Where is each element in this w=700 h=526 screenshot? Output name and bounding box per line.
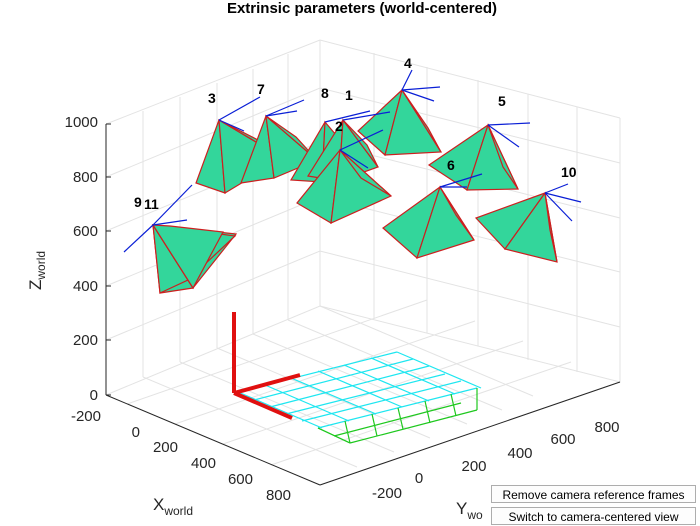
camera-4 <box>357 88 443 157</box>
camera-2 <box>296 147 393 224</box>
camera-label: 9 <box>134 194 142 210</box>
figure-title: Extrinsic parameters (world-centered) <box>227 0 497 17</box>
y-tick-label: 400 <box>507 445 532 462</box>
camera-pyramids <box>151 88 558 294</box>
calibration-pattern <box>237 351 482 444</box>
y-tick-label: 600 <box>550 431 575 448</box>
camera-label: 1 <box>345 87 353 103</box>
camera-reference-frames <box>123 69 582 253</box>
camera-label: 8 <box>321 85 329 101</box>
camera-label: 5 <box>498 93 506 109</box>
camera-5 <box>427 123 519 191</box>
x-tick-label: 400 <box>191 455 216 472</box>
x-tick-label: 800 <box>266 487 291 504</box>
axis-lines <box>105 124 621 486</box>
camera-6 <box>382 185 475 260</box>
camera-labels: 3 7 8 1 4 2 5 6 10 9 11 <box>134 55 577 212</box>
camera-9-11 <box>151 224 238 294</box>
z-tick-label: 800 <box>73 169 98 186</box>
camera-label: 2 <box>335 118 343 134</box>
z-axis-ticks: 0 200 400 600 800 1000 <box>65 114 98 404</box>
z-tick-label: 200 <box>73 332 98 349</box>
z-tick-label: 600 <box>73 223 98 240</box>
camera-label: 4 <box>404 55 412 71</box>
camera-label: 3 <box>208 90 216 106</box>
z-tick-label: 0 <box>90 387 98 404</box>
z-tick-label: 400 <box>73 278 98 295</box>
svg-text:Zworld: Zworld <box>26 251 48 290</box>
world-reference-axes <box>232 312 301 420</box>
camera-label: 10 <box>561 164 577 180</box>
switch-camera-view-button[interactable]: Switch to camera-centered view <box>491 507 696 525</box>
y-tick-label: 800 <box>594 419 619 436</box>
y-tick-label: -200 <box>372 485 402 502</box>
x-axis-label: Xworld <box>153 495 193 518</box>
y-axis-label: Ywo <box>456 499 483 522</box>
y-tick-label: 0 <box>415 470 423 487</box>
camera-10 <box>474 191 558 263</box>
remove-camera-frames-button[interactable]: Remove camera reference frames <box>491 485 696 503</box>
x-tick-label: 600 <box>228 471 253 488</box>
z-tick-label: 1000 <box>65 114 98 131</box>
y-axis-ticks: -200 0 200 400 600 800 <box>372 419 620 502</box>
camera-label: 11 <box>144 196 159 212</box>
x-tick-label: 200 <box>153 439 178 456</box>
x-axis-ticks: -200 0 200 400 600 800 <box>71 408 291 504</box>
z-axis-label: Zworld <box>26 251 48 290</box>
x-tick-label: 0 <box>132 424 140 441</box>
x-tick-label: -200 <box>71 408 101 425</box>
camera-label: 7 <box>257 81 265 97</box>
y-tick-label: 200 <box>461 458 486 475</box>
camera-label: 6 <box>447 157 455 173</box>
